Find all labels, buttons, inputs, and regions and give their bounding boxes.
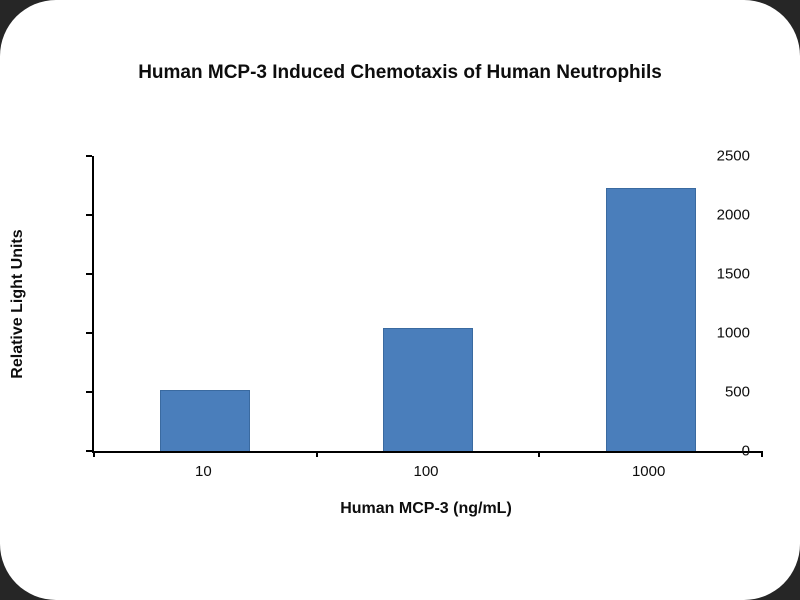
x-tick-mark bbox=[761, 451, 763, 457]
corner-decoration-bottom-left bbox=[0, 488, 112, 600]
chart-title: Human MCP-3 Induced Chemotaxis of Human … bbox=[138, 62, 662, 83]
y-tick-mark bbox=[86, 391, 92, 393]
y-tick-mark bbox=[86, 155, 92, 157]
x-tick-mark bbox=[315, 451, 318, 457]
bar-1000 bbox=[605, 187, 696, 451]
y-tick-mark bbox=[86, 450, 92, 452]
y-tick-label: 1000 bbox=[716, 324, 750, 342]
y-tick-label: 0 bbox=[741, 442, 750, 460]
bar-10 bbox=[160, 389, 251, 451]
y-tick-label: 500 bbox=[724, 383, 750, 401]
x-axis-label: Human MCP-3 (ng/mL) bbox=[340, 500, 512, 517]
y-tick-label: 2000 bbox=[716, 206, 750, 224]
y-axis-label: Relative Light Units bbox=[9, 229, 26, 379]
y-tick-mark bbox=[86, 273, 92, 275]
y-tick-label: 1500 bbox=[716, 265, 750, 283]
x-tick-mark bbox=[93, 451, 95, 457]
x-tick-label: 1000 bbox=[631, 463, 666, 480]
y-tick-mark bbox=[86, 332, 92, 334]
y-tick-label: 2500 bbox=[716, 147, 750, 165]
x-tick-label: 100 bbox=[413, 463, 439, 480]
y-tick-mark bbox=[86, 214, 92, 216]
x-tick-mark bbox=[538, 451, 541, 457]
corner-decoration-top-left bbox=[0, 0, 112, 112]
corner-decoration-top-right bbox=[688, 0, 800, 112]
bar-100 bbox=[383, 328, 473, 451]
corner-decoration-bottom-right bbox=[688, 488, 800, 600]
plot-area: 0 500 1000 1500 2000 2500 bbox=[86, 148, 763, 460]
x-tick-label: 10 bbox=[194, 463, 212, 480]
